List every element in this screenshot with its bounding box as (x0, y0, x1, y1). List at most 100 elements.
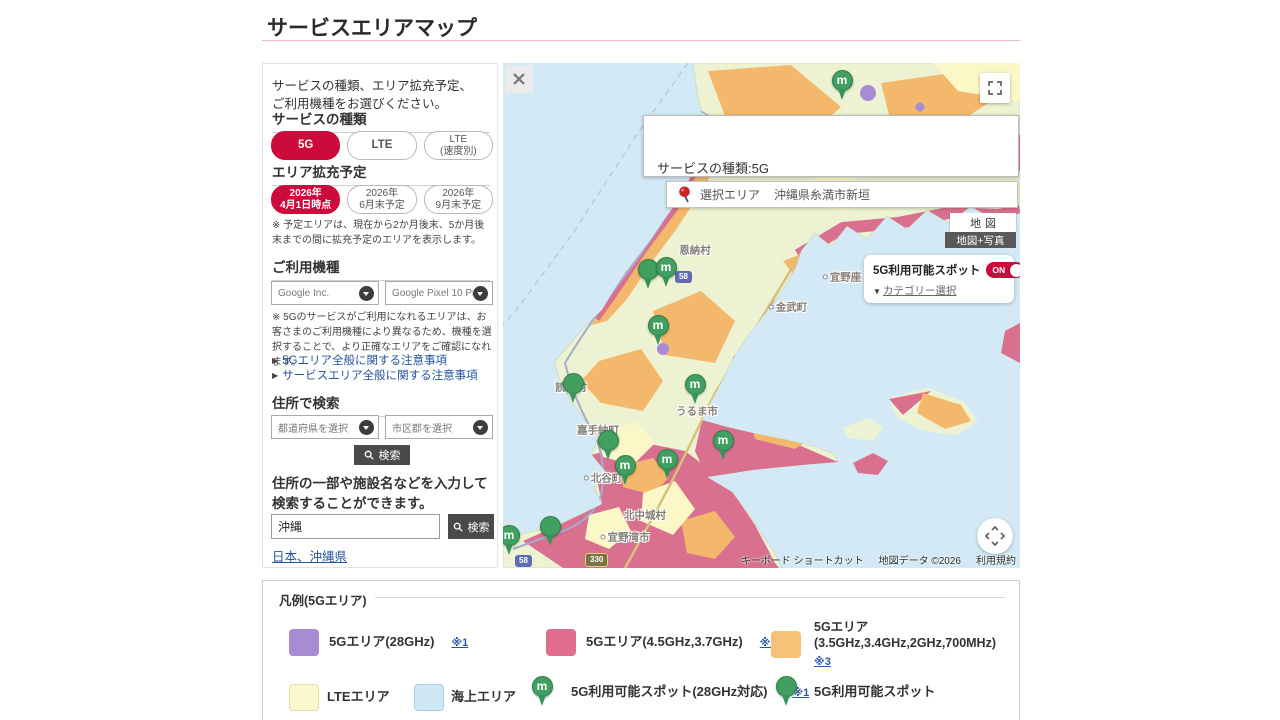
town-label: 恩納村 (679, 244, 711, 257)
town-marker-icon (600, 534, 606, 540)
service-option-lte-speed[interactable]: LTE (速度別) (423, 131, 493, 160)
device-note: ※ 5Gのサービスがご利用になれるエリアは、お客さまのご利用機種により異なるため… (272, 312, 492, 368)
spot-toggle-panel: 5G利用可能スポット ON ▼ カテゴリー選択 (864, 255, 1020, 303)
service-option-lte[interactable]: LTE (347, 131, 417, 160)
keyword-prompt: 住所の一部や施設名などを入力して 検索することができます。 (272, 476, 488, 511)
service-type-options: 5G LTE LTE (速度別) (271, 131, 493, 160)
keyword-search-button[interactable]: 検索 (448, 514, 494, 539)
spot-pin-icon[interactable] (539, 516, 561, 549)
model-select[interactable]: Google Pixel 10 Pro (385, 281, 493, 305)
town-label: 北谷町 (583, 471, 622, 486)
sidebar-intro: サービスの種類、エリア拡充予定、 ご利用機種をお選びください。 (272, 79, 473, 112)
spot-pin-icon (775, 676, 797, 709)
legend-item-lte: LTEエリア (289, 684, 390, 711)
chevron-down-icon (359, 419, 374, 435)
legend-divider (375, 597, 1005, 598)
keyboard-shortcuts-link[interactable]: キーボード ショートカット (740, 556, 864, 567)
town-marker-icon (768, 304, 774, 310)
chevron-down-icon (473, 419, 488, 435)
route-shield: 58 (515, 555, 532, 567)
pan-arrows-icon (984, 525, 1006, 547)
map-attribution: キーボード ショートカット 地図データ ©2026 利用規約 (741, 552, 1016, 567)
town-label: 宜野座 (822, 270, 861, 285)
layer-hybrid-button[interactable]: 地図+写真 (945, 232, 1016, 248)
spot-pin-28ghz-icon[interactable]: m (655, 257, 677, 290)
town-label: うるま市 (676, 405, 718, 418)
keyword-input[interactable] (271, 514, 440, 539)
fullscreen-button[interactable] (980, 73, 1010, 103)
spot-pin-28ghz-icon[interactable]: m (712, 430, 734, 463)
filter-sidebar: サービスの種類、エリア拡充予定、 ご利用機種をお選びください。 サービスの種類 … (262, 63, 498, 568)
town-label: 金武町 (768, 300, 807, 315)
expansion-heading: エリア拡充予定 (272, 161, 490, 186)
map-layer-control: 地図 地図+写真 (945, 213, 1016, 248)
blue-swatch (414, 684, 444, 711)
toggle-knob (1009, 263, 1020, 277)
layer-map-button[interactable]: 地図 (950, 213, 1016, 232)
pink-swatch (546, 629, 576, 656)
category-select-link[interactable]: ▼ カテゴリー選択 (873, 285, 957, 297)
town-label: 宜野湾市 (600, 530, 650, 545)
chevron-down-icon (359, 285, 374, 301)
spot-pin-icon[interactable] (637, 259, 659, 292)
address-search-button[interactable]: 検索 (354, 445, 410, 465)
selected-area-box: 選択エリア 沖縄県糸満市新垣 (666, 181, 1018, 208)
device-heading: ご利用機種 (272, 256, 490, 281)
maker-select[interactable]: Google Inc. (271, 281, 379, 305)
close-map-button[interactable] (505, 65, 533, 93)
triangle-right-icon: ▶ (272, 356, 279, 365)
spot-pin-28ghz-icon[interactable]: m (684, 374, 706, 407)
map-data-credit: 地図データ ©2026 (878, 556, 961, 567)
spot-pin-icon[interactable] (597, 430, 619, 463)
expansion-option-june[interactable]: 2026年 6月末予定 (347, 185, 417, 214)
selected-area-value: 沖縄県糸満市新垣 (774, 188, 871, 202)
expansion-options: 2026年 4月1日時点 2026年 6月末予定 2026年 9月末予定 (271, 185, 493, 214)
note-link[interactable]: ※1 (792, 687, 810, 699)
legend-heading: 凡例(5Gエリア) (279, 594, 367, 608)
legend-item-spot: 5G利用可能スポット (775, 676, 935, 709)
expansion-option-april[interactable]: 2026年 4月1日時点 (271, 185, 341, 214)
purple-swatch (289, 629, 319, 656)
notice-link-5g[interactable]: ▶ 5Gエリア全般に関する注意事項 (272, 355, 447, 367)
info-row: サービスの種類:5G (657, 160, 769, 176)
yellow-swatch (289, 684, 319, 711)
spot-toggle-switch[interactable]: ON (986, 262, 1020, 278)
spot-pin-28ghz-icon[interactable]: m (503, 525, 520, 558)
chevron-down-icon (473, 285, 488, 301)
spot-toggle-label: 5G利用可能スポット (873, 265, 981, 277)
spot-pin-28ghz-icon[interactable]: m (647, 315, 669, 348)
spot-pin-icon[interactable] (562, 373, 584, 406)
search-icon (364, 450, 374, 460)
route-shield: 330 (585, 553, 609, 567)
pan-control[interactable] (977, 518, 1013, 554)
note-link[interactable]: ※1 (451, 637, 469, 649)
service-type-heading: サービスの種類 (272, 108, 490, 133)
red-pin-icon (679, 186, 690, 203)
spot-pin-28ghz-icon[interactable]: m (656, 449, 678, 482)
close-icon (513, 73, 525, 85)
address-selects: 都道府県を選択 市区郡を選択 (271, 415, 493, 439)
legend-item-28ghz: 5Gエリア(28GHz) ※1 (289, 629, 468, 656)
terms-link[interactable]: 利用規約 (976, 556, 1016, 567)
note-link[interactable]: ※3 (814, 655, 831, 668)
legend-item-sea: 海上エリア (414, 684, 516, 711)
fullscreen-icon (988, 81, 1002, 95)
triangle-down-icon: ▼ (873, 287, 881, 296)
legend-panel: 凡例(5Gエリア) 5Gエリア(28GHz) ※1 5Gエリア(4.5GHz,3… (262, 580, 1020, 720)
spot-pin-28ghz-icon[interactable]: m (831, 70, 853, 103)
city-select[interactable]: 市区郡を選択 (385, 415, 493, 439)
legend-item-sub6-high: 5Gエリア(4.5GHz,3.7GHz) ※2 (546, 629, 777, 656)
town-label: 北中城村 (624, 509, 666, 522)
spot-pin-28ghz-icon[interactable]: m (614, 455, 636, 488)
ferry-route-line (503, 63, 689, 326)
notice-link-service-area[interactable]: ▶ サービスエリア全般に関する注意事項 (272, 370, 478, 382)
service-option-5g[interactable]: 5G (271, 131, 341, 160)
prefecture-select[interactable]: 都道府県を選択 (271, 415, 379, 439)
map-canvas[interactable]: 恩納村 宜野座 金武町 うるま市 読谷村 嘉手納町 北谷町 北中城村 宜野湾市 … (503, 63, 1020, 568)
page-title: サービスエリアマップ (267, 17, 477, 40)
title-divider (262, 40, 1020, 41)
expansion-option-september[interactable]: 2026年 9月末予定 (423, 185, 493, 214)
spot-pin-28ghz-icon: m (531, 676, 553, 709)
search-result-link[interactable]: 日本、沖縄県 (272, 550, 348, 564)
